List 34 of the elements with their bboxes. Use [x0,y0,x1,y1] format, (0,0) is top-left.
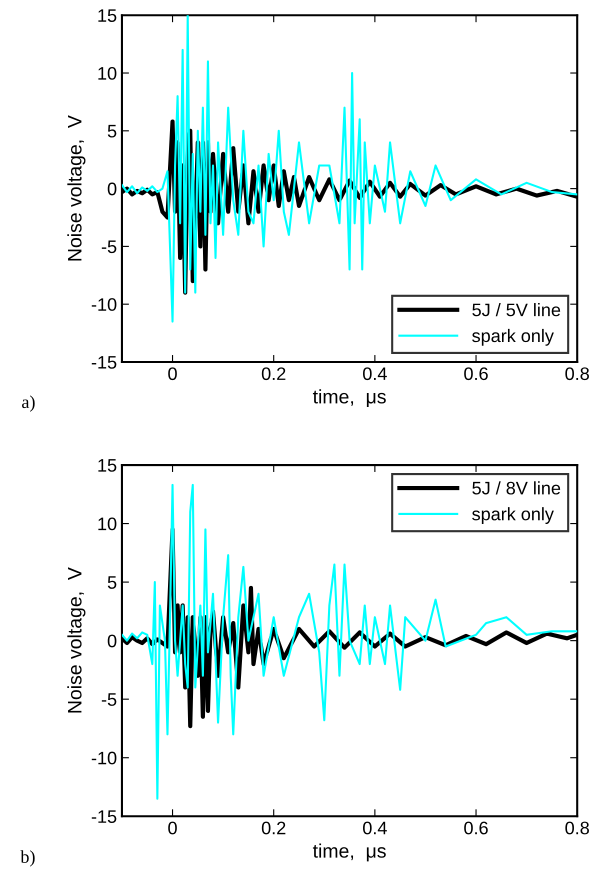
y-tick-label: -5 [102,240,116,254]
legend-label: 5J / 5V line [472,303,560,316]
x-tick-label: 0 [168,367,177,380]
y-tick-label: -15 [92,810,116,823]
legend-label: spark only [472,507,554,524]
x-tick-label: 0 [168,822,177,834]
text: b) [20,850,35,867]
x-tick-label: 0.6 [464,822,488,834]
x-tick-label: 0.2 [262,822,286,834]
text: a) [22,395,35,412]
y-tick-label: 5 [108,576,116,589]
x-tick-label: 0.2 [262,367,286,380]
x-tick-label: 0.6 [464,367,488,380]
legend-label: 5J / 8V line [472,481,560,495]
x-tick-label: 0.4 [363,822,387,834]
y-tick-label: 10 [98,66,116,80]
y-tick-label: -10 [92,298,116,311]
x-axis-title: time, μs [312,844,386,862]
x-tick-label: 0.4 [363,367,387,380]
y-axis-title: Noise voltage, V [67,567,86,713]
x-tick-label: 0.8 [565,822,589,834]
y-tick-label: -5 [102,693,116,706]
y-tick-label: 0 [108,182,116,196]
x-tick-label: 0.8 [565,367,589,380]
y-tick-label: 10 [98,517,116,530]
y-tick-label: 5 [108,124,116,138]
x-axis-title: time, μs [312,389,386,408]
y-tick-label: -10 [92,752,116,764]
y-tick-label: 15 [98,459,116,472]
legend-label: spark only [472,328,554,346]
y-tick-label: 15 [98,9,116,22]
y-axis-title: Noise voltage, V [67,115,86,261]
y-tick-label: 0 [108,634,116,648]
y-tick-label: -15 [92,356,116,369]
